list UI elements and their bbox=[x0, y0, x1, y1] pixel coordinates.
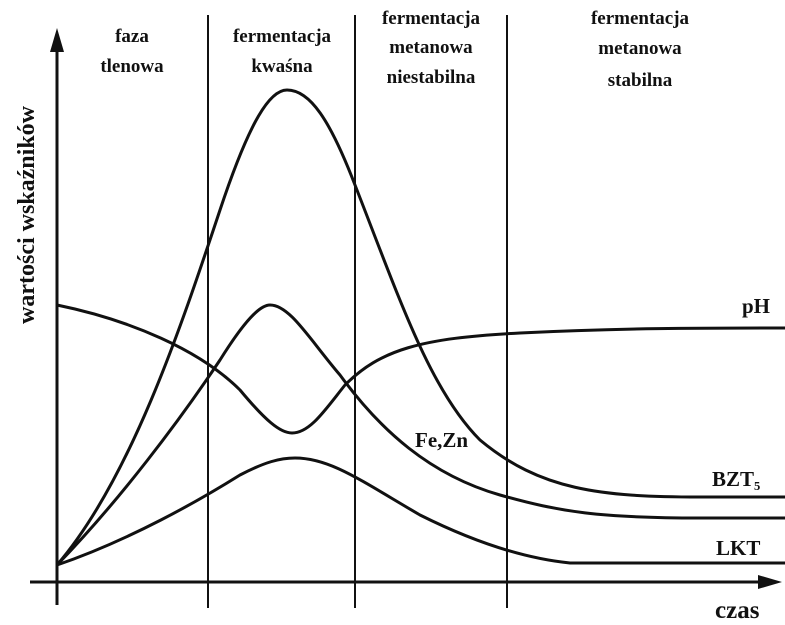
phase-label: fermentacja bbox=[591, 8, 690, 29]
phase-line: tlenowa bbox=[100, 56, 164, 77]
phase-line: faza bbox=[115, 26, 149, 47]
phase-line: stabilna bbox=[608, 70, 673, 91]
phase-line: metanowa bbox=[389, 37, 473, 58]
curve-label: pH bbox=[742, 294, 770, 318]
curve-label: BZT₅ bbox=[712, 467, 760, 491]
phase-line: niestabilna bbox=[387, 67, 476, 88]
x-axis-arrow bbox=[758, 575, 782, 589]
phase-label: fermentacja bbox=[233, 26, 332, 47]
phase-label: kwaśna bbox=[251, 56, 313, 77]
y-axis-arrow bbox=[50, 28, 64, 52]
curve-ph bbox=[56, 303, 785, 435]
phase-label: faza bbox=[115, 26, 149, 47]
phase-label: tlenowa bbox=[100, 56, 164, 77]
curve-lkt bbox=[56, 456, 785, 567]
curve-label: LKT bbox=[716, 536, 760, 560]
curve-fe-zn bbox=[55, 303, 785, 567]
phase-label: niestabilna bbox=[387, 67, 476, 88]
y-axis-label: wartości wskaźników bbox=[14, 105, 40, 324]
phase-line: fermentacja bbox=[233, 26, 332, 47]
curve-bzt bbox=[55, 88, 785, 566]
phase-label: metanowa bbox=[389, 37, 473, 58]
phase-line: fermentacja bbox=[591, 8, 690, 29]
phase-label: stabilna bbox=[608, 70, 673, 91]
phase-label: fermentacja bbox=[382, 8, 481, 29]
phase-label: metanowa bbox=[598, 38, 682, 59]
phase-line: metanowa bbox=[598, 38, 682, 59]
curve-label: Fe,Zn bbox=[415, 428, 468, 452]
phase-line: kwaśna bbox=[251, 56, 313, 77]
x-axis-label: czas bbox=[715, 597, 760, 624]
phase-line: fermentacja bbox=[382, 8, 481, 29]
